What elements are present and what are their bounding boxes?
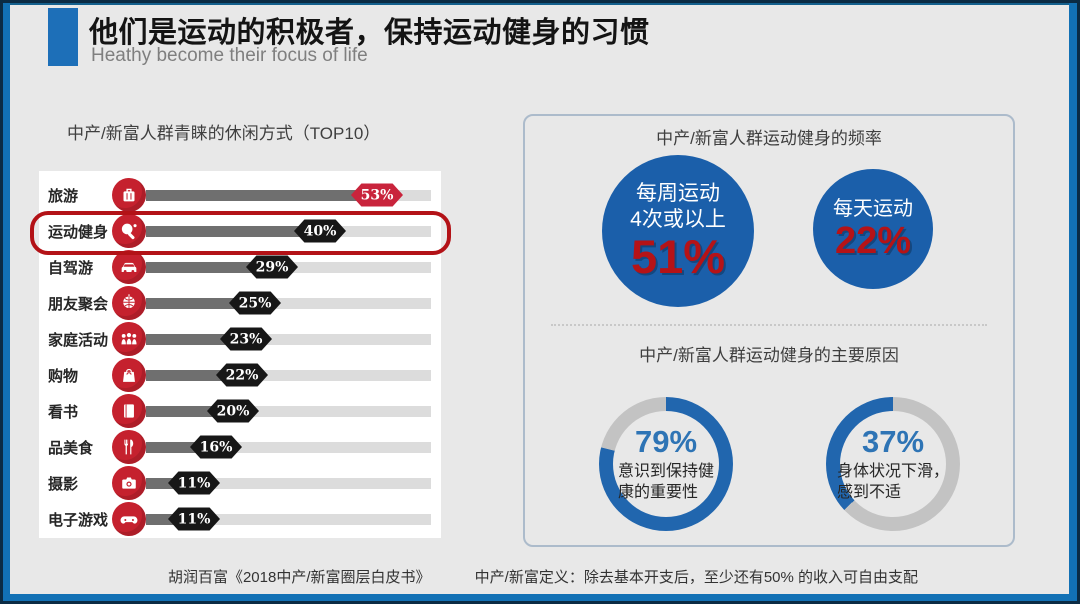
leisure-label: 看书: [48, 403, 79, 421]
gamepad-icon: [112, 502, 146, 536]
leisure-label: 摄影: [48, 475, 79, 493]
donut-hole: [840, 411, 946, 517]
donut-text: 37% 身体状况下滑， 感到不适: [833, 424, 953, 504]
donut-caption: 身体状况下滑， 感到不适: [836, 463, 949, 501]
bar-fill: [146, 189, 377, 201]
bar-track: 25%: [146, 291, 431, 315]
value-badge: 20%: [207, 399, 259, 423]
leisure-row: 购物 22%: [39, 357, 441, 393]
bar-fill: [146, 333, 246, 345]
bar-track: 20%: [146, 399, 431, 423]
donut-value: 37%: [861, 424, 925, 460]
stats-panel: [523, 114, 1015, 547]
camera-icon: [112, 466, 146, 500]
bar-fill: [146, 369, 242, 381]
value-badge: 11%: [168, 471, 220, 495]
title-accent-bar: [48, 8, 78, 66]
leisure-label: 电子游戏: [48, 511, 109, 529]
leisure-label: 运动健身: [48, 223, 109, 241]
bubble-value: 51%: [630, 229, 726, 283]
value-badge: 11%: [168, 507, 220, 531]
car-icon: [112, 250, 146, 284]
frequency-title: 中产/新富人群运动健身的频率: [656, 129, 882, 148]
bar-fill: [146, 405, 233, 417]
value-badge: 22%: [216, 363, 268, 387]
leisure-row: 自驾游 29%: [39, 249, 441, 285]
leisure-row: 摄影 11%: [39, 465, 441, 501]
footer-definition: 中产/新富定义：除去基本开支后，至少还有50% 的收入可自由支配: [474, 569, 919, 586]
donut-caption: 意识到保持健 康的重要性: [617, 463, 714, 501]
bubble-label-line: 4次或以上: [630, 208, 726, 232]
party-icon: [112, 286, 146, 320]
leisure-label: 品美食: [48, 439, 94, 457]
leisure-row: 电子游戏 11%: [39, 501, 441, 537]
bar-track: 22%: [146, 363, 431, 387]
dining-icon: [112, 430, 146, 464]
leisure-label: 家庭活动: [48, 331, 109, 349]
leisure-row: 品美食 16%: [39, 429, 441, 465]
value-badge: 53%: [351, 183, 403, 207]
page-subtitle: Heathy become their focus of life: [91, 45, 368, 66]
frequency-bubble: 每周运动 4次或以上 51%: [602, 155, 754, 307]
bar-track: 29%: [146, 255, 431, 279]
value-badge: 23%: [220, 327, 272, 351]
table-tennis-icon: [112, 214, 146, 248]
leisure-row: 朋友聚会 25%: [39, 285, 441, 321]
footer-source: 胡润百富《2018中产/新富圈层白皮书》: [167, 569, 431, 586]
bar-fill: [146, 225, 320, 237]
leisure-chart-title: 中产/新富人群青睐的休闲方式（TOP10）: [67, 124, 381, 143]
bar-fill: [146, 297, 255, 309]
bubble-value: 22%: [834, 219, 912, 262]
leisure-chart-panel: 旅游 53% 运动健身 40% 自驾游 29% 朋友聚会 25% 家庭活动 23% 购物 22% 看书 2…: [39, 171, 441, 538]
dotted-divider: [551, 324, 987, 326]
bar-fill: [146, 441, 216, 453]
leisure-row: 旅游 53%: [39, 177, 441, 213]
reason-donut: 37% 身体状况下滑， 感到不适: [826, 397, 960, 531]
bar-track: 40%: [146, 219, 431, 243]
donut-value: 79%: [634, 424, 698, 460]
bar-track: 16%: [146, 435, 431, 459]
bubble-label-line: 每天运动: [833, 198, 913, 221]
value-badge: 40%: [294, 219, 346, 243]
value-badge: 16%: [190, 435, 242, 459]
family-icon: [112, 322, 146, 356]
leisure-row: 看书 20%: [39, 393, 441, 429]
donut-hole: [613, 411, 719, 517]
shopping-bag-icon: [112, 358, 146, 392]
frequency-bubble: 每天运动 22%: [813, 169, 933, 289]
leisure-row: 家庭活动 23%: [39, 321, 441, 357]
highlight-ring: [30, 211, 451, 255]
reasons-title: 中产/新富人群运动健身的主要原因: [639, 346, 899, 365]
leisure-label: 购物: [48, 367, 79, 385]
footer: 胡润百富《2018中产/新富圈层白皮书》 中产/新富定义：除去基本开支后，至少还…: [3, 566, 1077, 587]
bar-track: 53%: [146, 183, 431, 207]
book-icon: [112, 394, 146, 428]
page-title: 他们是运动的积极者，保持运动健身的习惯: [89, 17, 650, 49]
bar-fill: [146, 261, 272, 273]
leisure-row: 运动健身 40%: [39, 213, 441, 249]
value-badge: 25%: [229, 291, 281, 315]
luggage-icon: [112, 178, 146, 212]
leisure-label: 旅游: [48, 187, 79, 205]
leisure-label: 朋友聚会: [48, 295, 109, 313]
bubble-label-line: 每周运动: [636, 182, 720, 206]
reason-donut: 79% 意识到保持健 康的重要性: [599, 397, 733, 531]
bar-track: 23%: [146, 327, 431, 351]
leisure-label: 自驾游: [48, 259, 94, 277]
donut-text: 79% 意识到保持健 康的重要性: [606, 424, 726, 504]
bar-track: 11%: [146, 471, 431, 495]
value-badge: 29%: [246, 255, 298, 279]
bar-track: 11%: [146, 507, 431, 531]
